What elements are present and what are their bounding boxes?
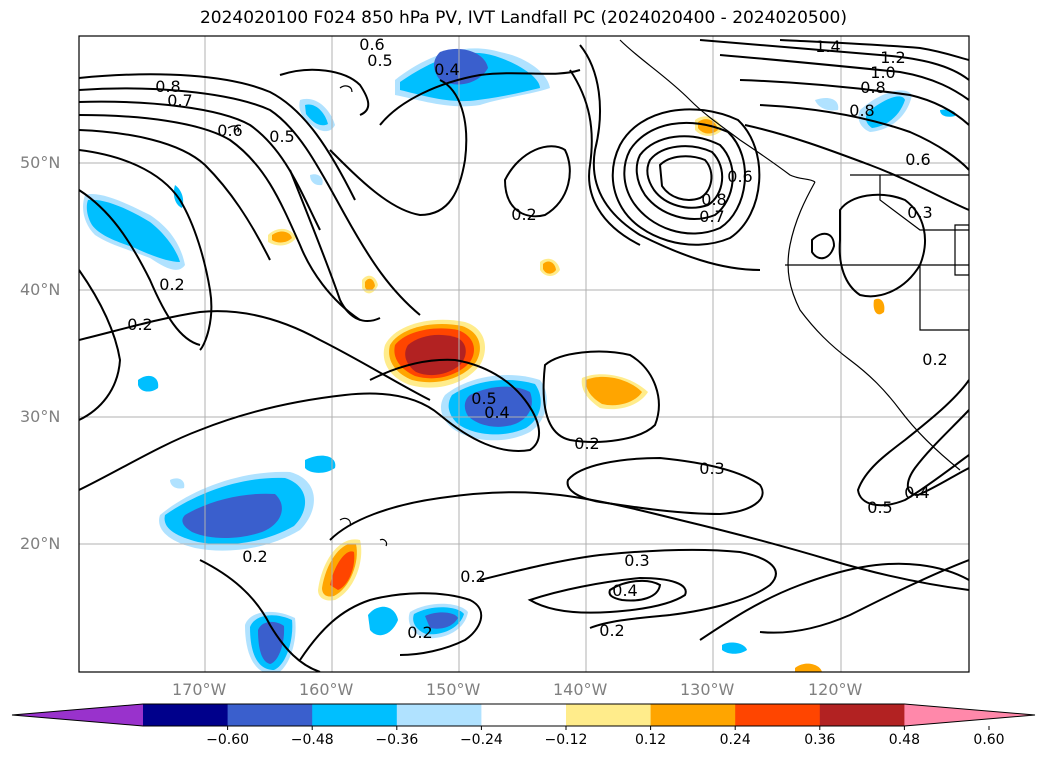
lon-label: 140°W [553,680,608,699]
contour-label: 1.0 [870,63,895,82]
colorbar-extend-high [904,704,1035,726]
lat-label: 50°N [20,153,61,172]
lat-label: 40°N [20,280,61,299]
contour-label: 0.7 [167,91,192,110]
contour-label: 0.4 [434,60,459,79]
colorbar-segment [650,704,736,726]
colorbar-segment [735,704,821,726]
contour-label: 0.2 [242,547,267,566]
coastlines [227,39,969,547]
contour-label: 0.4 [612,581,637,600]
map-plot-area [79,36,969,672]
contour-label: 0.4 [484,403,509,422]
contour-label: 0.4 [904,483,929,502]
contour-label: 0.2 [159,275,184,294]
lon-label: 170°W [172,680,227,699]
contour-label: 0.7 [699,207,724,226]
contour-label: 0.6 [727,167,752,186]
contour-label: 0.8 [860,78,885,97]
colorbar-tick-label: 0.48 [888,732,920,748]
contour-label: 0.2 [407,623,432,642]
colorbar-tick-label: −0.60 [206,732,250,748]
colorbar-tick-label: 0.60 [973,732,1005,748]
lon-label: 130°W [680,680,735,699]
contour-label: 0.5 [367,51,392,70]
lat-label: 30°N [20,407,61,426]
map-title: 2024020100 F024 850 hPa PV, IVT Landfall… [199,8,847,28]
contour-label: 1.4 [815,37,840,56]
contour-label: 0.2 [599,621,624,640]
lon-label: 120°W [808,680,863,699]
pv-contours [79,39,969,672]
colorbar-tick-label: −0.24 [459,732,503,748]
colorbar-tick-label: 0.36 [804,732,836,748]
contour-label: 0.3 [907,203,932,222]
contour-label: 0.2 [574,434,599,453]
contour-label: 0.5 [471,389,496,408]
colorbar-tick-label: −0.12 [544,732,588,748]
colorbar-extend-low [12,704,143,726]
contour-label: 0.8 [849,101,874,120]
lon-label: 150°W [426,680,481,699]
contour-label: 0.3 [624,551,649,570]
colorbar-segment [312,704,398,726]
colorbar-tick-label: −0.48 [290,732,334,748]
lat-label: 20°N [20,534,61,553]
colorbar [11,703,1036,730]
colorbar-tick-label: 0.24 [719,732,751,748]
contour-label: 0.6 [217,121,242,140]
contour-label: 0.2 [922,350,947,369]
colorbar-segment [143,704,229,726]
grid-lines [79,36,969,672]
colorbar-segment [227,704,313,726]
shaded-anomalies [83,48,956,672]
contour-label: 0.2 [460,567,485,586]
colorbar-segment [396,704,482,726]
contour-label: 1.2 [880,48,905,67]
lon-label: 160°W [299,680,354,699]
contour-label: 0.8 [701,190,726,209]
contour-label: 0.2 [127,315,152,334]
colorbar-tick-label: −0.36 [375,732,419,748]
contour-label: 0.5 [269,127,294,146]
contour-label: 0.8 [155,77,180,96]
contour-labels: 0.6 0.5 0.4 0.8 0.7 0.6 0.5 0.2 0.2 0.2 … [127,35,947,642]
colorbar-tick-label: 0.12 [635,732,667,748]
contour-label: 0.6 [905,150,930,169]
colorbar-segment [481,704,567,726]
contour-label: 0.5 [867,498,892,517]
contour-label: 0.3 [699,459,724,478]
colorbar-segment [819,704,905,726]
contour-label: 0.6 [359,35,384,54]
colorbar-segment [566,704,652,726]
contour-label: 0.2 [511,205,536,224]
